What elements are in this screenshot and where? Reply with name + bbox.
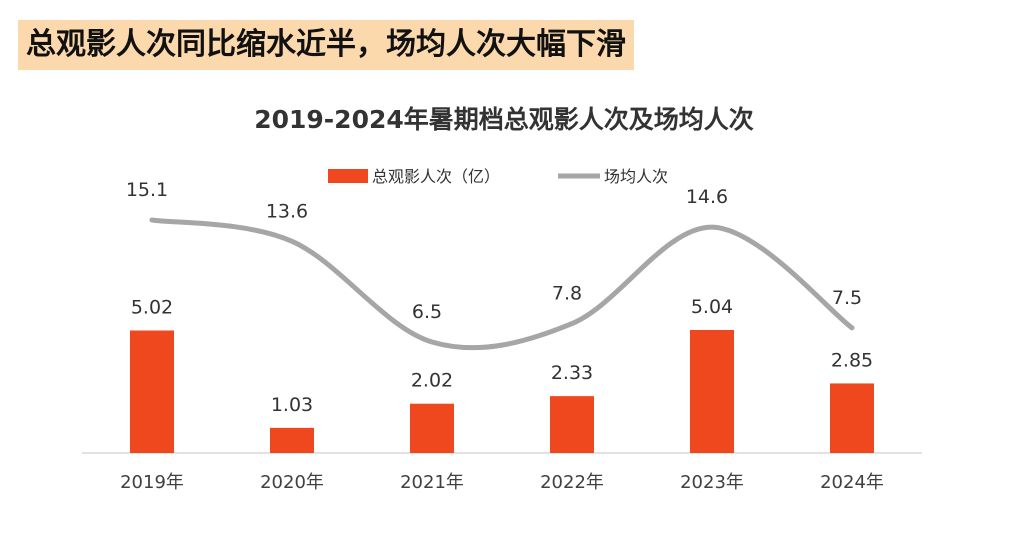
x-tick-label: 2020年	[260, 472, 324, 493]
headline: 总观影人次同比缩水近半，场均人次大幅下滑	[18, 20, 634, 70]
bar-data-label: 2.02	[411, 370, 453, 392]
bar	[690, 330, 734, 453]
line-data-label: 7.8	[552, 283, 582, 305]
line-data-label: 6.5	[412, 301, 442, 323]
bar-data-label: 2.85	[831, 349, 873, 371]
line-data-label: 13.6	[266, 200, 308, 222]
x-tick-label: 2021年	[400, 472, 464, 493]
legend-line-label: 场均人次	[604, 167, 668, 186]
line-data-label: 15.1	[126, 179, 168, 201]
bar	[830, 383, 874, 453]
line-data-label: 7.5	[832, 287, 862, 309]
bar-data-label: 5.02	[131, 296, 173, 318]
bar-data-label: 2.33	[551, 362, 593, 384]
x-tick-label: 2024年	[820, 472, 884, 493]
line-data-label: 14.6	[686, 186, 728, 208]
x-tick-label: 2022年	[540, 472, 604, 493]
bar	[270, 427, 314, 453]
line-series	[149, 217, 855, 351]
chart-title: 2019-2024年暑期档总观影人次及场均人次	[254, 105, 754, 134]
x-tick-labels: 2019年 2020年 2021年 2022年 2023年 2024年	[120, 472, 884, 493]
bar-data-label: 5.04	[691, 296, 733, 318]
x-tick-label: 2023年	[680, 472, 744, 493]
bar-series	[130, 330, 874, 453]
x-tick-label: 2019年	[120, 472, 184, 493]
legend-bar-swatch	[328, 169, 368, 183]
legend: 总观影人次（亿） 场均人次	[328, 167, 668, 186]
line-data-labels: 15.1 13.6 6.5 7.8 14.6 7.5	[126, 179, 862, 323]
bar-data-labels: 5.02 1.03 2.02 2.33 5.04 2.85	[131, 296, 873, 416]
bar	[410, 403, 454, 453]
bar-data-label: 1.03	[271, 394, 313, 416]
legend-bar-label: 总观影人次（亿）	[372, 167, 500, 186]
bar	[130, 330, 174, 453]
bar	[550, 396, 594, 453]
